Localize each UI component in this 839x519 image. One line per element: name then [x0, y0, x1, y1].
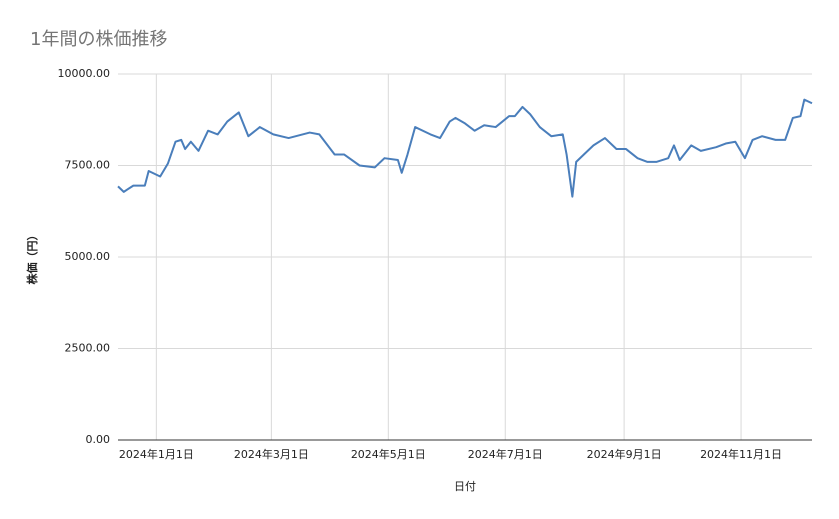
line-series [117, 98, 813, 198]
y-tick-label: 7500.00 [65, 159, 111, 172]
x-tick-label: 2024年1月1日 [119, 447, 194, 461]
x-axis-label: 日付 [454, 480, 476, 493]
y-tick-label: 0.00 [86, 433, 111, 446]
y-tick-label: 2500.00 [65, 342, 111, 355]
x-tick-label: 2024年7月1日 [468, 447, 543, 461]
y-axis-label: 株価（円） [25, 230, 39, 285]
chart-title: 1年間の株価推移 [30, 29, 167, 50]
y-tick-label: 5000.00 [65, 250, 111, 263]
x-tick-label: 2024年9月1日 [587, 447, 662, 461]
x-tick-label: 2024年5月1日 [351, 447, 426, 461]
x-tick-label: 2024年11月1日 [700, 447, 782, 461]
y-tick-label: 10000.00 [58, 67, 111, 80]
x-tick-label: 2024年3月1日 [234, 447, 309, 461]
